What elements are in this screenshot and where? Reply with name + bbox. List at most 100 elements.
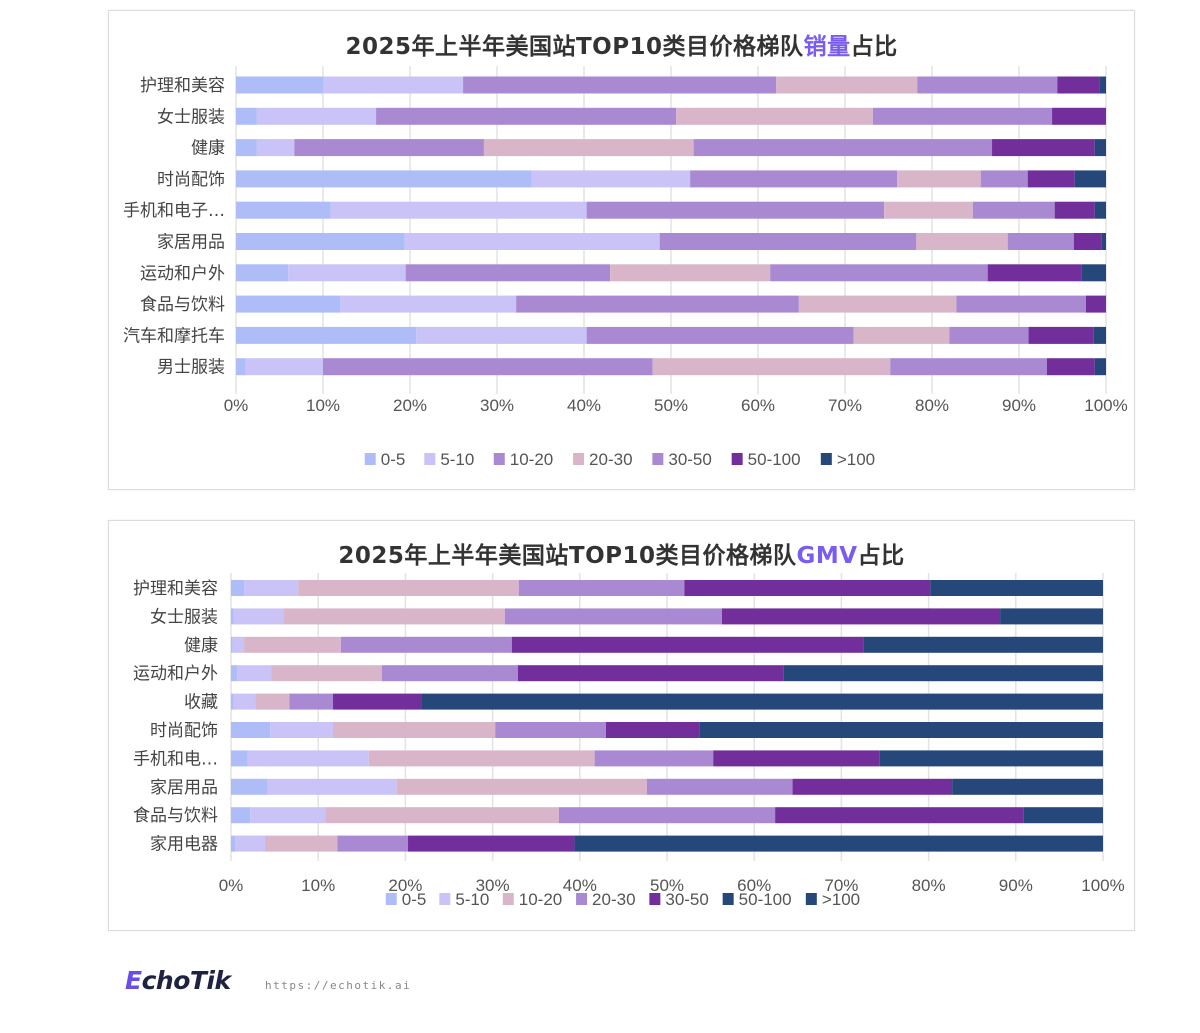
bar-segment-0-5 [236, 201, 331, 219]
bar-segment->100 [930, 580, 1103, 596]
bar-segment-0-5 [231, 693, 234, 710]
legend-swatch [502, 893, 514, 905]
title-highlight: GMV [796, 543, 858, 569]
bar-segment-30-50 [956, 295, 1086, 313]
sales-share-chart: 0% 10% 20% 30% 40% 50% 60% 70% 80% 90% 100% 护理和美容女士… [123, 66, 1128, 469]
bar-segment-20-30 [340, 636, 512, 653]
bar-segment-5-10 [232, 636, 245, 653]
bar-segment-20-30 [483, 139, 694, 157]
bar-segment-0-5 [231, 722, 271, 738]
bar-segment-20-30 [652, 358, 891, 376]
legend-label: 50-100 [739, 890, 792, 909]
legend-label: >100 [837, 450, 875, 469]
bar-segment-20-30 [594, 750, 714, 767]
x-tick-label: 20% [388, 876, 422, 895]
bar-segment-5-10 [256, 139, 295, 157]
bar-segment-30-50 [408, 835, 575, 852]
bar-segment->100 [879, 750, 1103, 767]
bar-segment->100 [1023, 807, 1103, 824]
bar-segment-30-50 [949, 326, 1029, 344]
category-label: 时尚配饰 [150, 721, 218, 741]
bar-segment-30-50 [972, 201, 1055, 219]
bar-segment-10-20 [298, 580, 519, 596]
gmv-share-chart: 0% 10% 20% 30% 40% 50% 60% 70% 80% 90% 100% 护理和美容女士… [133, 573, 1125, 909]
bar-segment-30-50 [693, 139, 993, 157]
bar-segment-10-20 [283, 608, 505, 625]
bar-segment-30-50 [775, 807, 1024, 824]
bar-segment-30-50 [721, 608, 1001, 625]
legend-label: 0-5 [381, 450, 406, 469]
x-tick-label: 30% [476, 876, 510, 895]
bar-segment-10-20 [271, 665, 382, 682]
category-label: 女士服装 [157, 107, 225, 127]
bar-segment-30-50 [872, 107, 1053, 125]
bar-segment-20-30 [610, 264, 771, 282]
legend-label: 30-50 [668, 450, 711, 469]
x-tick-label: 10% [301, 876, 335, 895]
legend-label: 20-30 [592, 890, 635, 909]
echotik-logo: EchoTik [125, 966, 231, 995]
bar-segment->100 [1081, 264, 1106, 282]
x-tick-label: 90% [999, 876, 1033, 895]
bar-segment-5-10 [256, 107, 377, 125]
x-tick-label: 100% [1081, 876, 1124, 895]
bar-segment-10-20 [255, 693, 290, 710]
bar-segment-10-20 [405, 264, 611, 282]
bar-segment-5-10 [416, 326, 587, 344]
website-url[interactable]: https://echotik.ai [265, 979, 412, 992]
bar-segment-5-10 [247, 750, 369, 767]
bar-segment-10-20 [396, 778, 647, 795]
bar-segment-30-50 [605, 722, 700, 738]
bar-segment-20-30 [853, 326, 950, 344]
x-tick-label: 0% [219, 876, 244, 895]
bar-segment-20-30 [916, 233, 1008, 250]
bar-segment-30-50 [511, 636, 864, 653]
bar-segment-10-20 [294, 139, 484, 157]
bar-segment-50-100 [1085, 295, 1106, 313]
bar-segment-20-30 [504, 608, 722, 625]
logo-text: choTik [141, 966, 232, 995]
bar-segment-30-50 [1007, 233, 1074, 250]
bar-segment-5-10 [531, 170, 691, 188]
bar-segment-10-20 [244, 636, 341, 653]
bar-segment-0-5 [231, 807, 251, 824]
bar-segment-5-10 [340, 295, 517, 313]
bar-segment->100 [1074, 170, 1106, 188]
x-tick-label: 60% [741, 396, 775, 415]
gmv-share-chart-panel: 2025年上半年美国站TOP10类目价格梯队GMV占比 0% 10% 20% 30% 4… [108, 520, 1135, 931]
title-text: 2025年上半年美国站TOP10类目价格梯队 [345, 34, 804, 60]
bar-segment-20-30 [798, 295, 957, 313]
category-label: 食品与饮料 [140, 295, 225, 315]
category-label: 护理和美容 [133, 579, 218, 599]
bar-segment-20-30 [897, 170, 981, 188]
category-label: 男士服装 [157, 358, 225, 378]
bar-segment-20-30 [518, 580, 685, 596]
x-tick-label: 40% [563, 876, 597, 895]
category-label: 手机和电… [133, 749, 218, 769]
bar-segment-30-50 [792, 778, 953, 795]
legend-label: 10-20 [510, 450, 553, 469]
bar-segment-30-50 [980, 170, 1028, 188]
bar-segment->100 [1099, 76, 1106, 94]
bar-segment-10-20 [516, 295, 799, 313]
bar-segment-5-10 [245, 358, 323, 376]
bar-segment->100 [1093, 326, 1106, 344]
bar-segment-50-100 [1028, 326, 1094, 344]
bar-segment-5-10 [323, 76, 464, 94]
bar-segment->100 [574, 835, 1103, 852]
x-tick-label: 50% [650, 876, 684, 895]
bar-segment-10-20 [368, 750, 595, 767]
x-tick-label: 80% [912, 876, 946, 895]
legend-swatch [424, 453, 436, 465]
x-tick-label: 70% [828, 396, 862, 415]
bar-segment-30-50 [770, 264, 988, 282]
legend-swatch [493, 453, 505, 465]
bar-segment-0-5 [231, 636, 233, 653]
legend-label: >100 [822, 890, 860, 909]
bar-segment-0-5 [231, 835, 236, 852]
bar-segment-30-50 [713, 750, 880, 767]
category-label: 护理和美容 [140, 76, 225, 96]
bar-segment->100 [1000, 608, 1103, 625]
legend-swatch [576, 893, 588, 905]
bar-segment-5-10 [404, 233, 660, 250]
